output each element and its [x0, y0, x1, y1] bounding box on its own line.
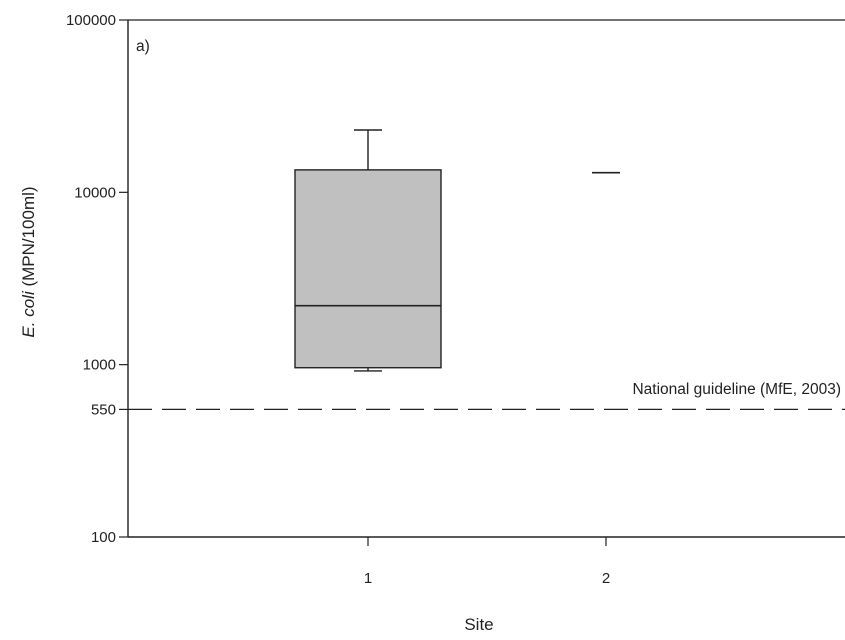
x-axis-title: Site [464, 615, 493, 634]
y-tick-label-10000: 10000 [74, 184, 116, 201]
panel-label: a) [136, 38, 150, 55]
axes-group: 100000 10000 1000 550 100 1 2 [66, 12, 845, 587]
y-tick-label-550: 550 [91, 401, 116, 418]
y-tick-label-1000: 1000 [83, 357, 116, 374]
y-tick-label-100000: 100000 [66, 12, 116, 29]
box-site-1-iqr [294, 169, 442, 369]
x-tick-label-2: 2 [602, 570, 610, 587]
marks-group [128, 129, 845, 411]
x-tick-label-1: 1 [364, 570, 372, 587]
y-axis-title: E. coli (MPN/100ml) [19, 186, 38, 337]
y-tick-label-100: 100 [91, 529, 116, 546]
y-axis-title-italic: E. coli [19, 290, 38, 338]
y-axis-title-rest: (MPN/100ml) [19, 186, 38, 291]
reference-line-label: National guideline (MfE, 2003) [632, 381, 841, 398]
